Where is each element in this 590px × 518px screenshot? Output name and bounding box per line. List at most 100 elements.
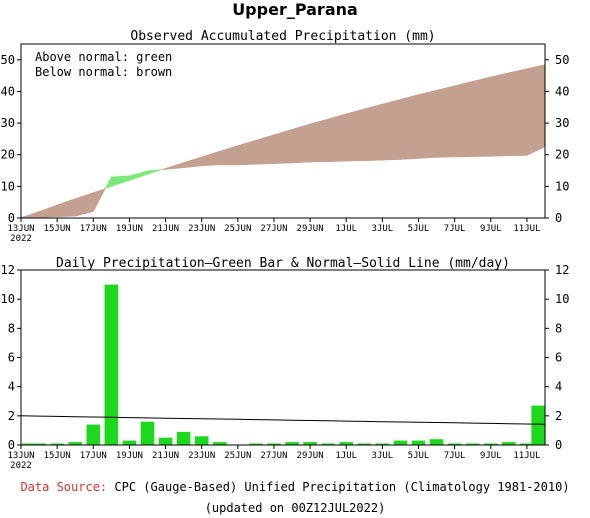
accum-xtick-label: 23JUN: [188, 224, 215, 234]
daily-bar: [411, 440, 426, 445]
daily-bar: [339, 442, 354, 445]
daily-xtick-label: 29JUN: [297, 451, 324, 461]
daily-ytick-label-right: 0: [555, 438, 562, 452]
accum-ytick-label-right: 0: [555, 211, 562, 225]
accum-xtick-label: 5JUL: [408, 224, 430, 234]
below-normal-area: [345, 108, 365, 162]
daily-ytick-label-left: 0: [8, 438, 15, 452]
daily-xtick-label: 23JUN: [188, 451, 215, 461]
data-source-line: Data Source: CPC (Gauge-Based) Unified P…: [0, 480, 590, 494]
accum-xtick-label: 2022: [10, 234, 32, 244]
daily-xtick-label: 27JUN: [260, 451, 287, 461]
accum-ytick-label-left: 40: [1, 84, 15, 98]
daily-xtick-label: 11JUL: [513, 451, 540, 461]
daily-bar: [285, 442, 299, 445]
daily-bar: [465, 443, 480, 445]
accum-xtick-label: 15JUN: [44, 224, 71, 234]
daily-bar: [447, 443, 462, 445]
below-normal-area: [508, 68, 528, 157]
daily-bar: [321, 443, 335, 445]
daily-bar: [531, 405, 545, 445]
normal-line: [20, 415, 546, 425]
daily-xtick-label: 25JUN: [224, 451, 251, 461]
daily-bar: [484, 443, 498, 445]
daily-xtick-label: 7JUL: [444, 451, 466, 461]
daily-ytick-label-right: 10: [555, 292, 569, 306]
accum-xtick-label: 21JUN: [152, 224, 179, 234]
accum-xtick-label: 17JUN: [80, 224, 107, 234]
legend-above-normal: Above normal: green: [35, 50, 172, 64]
below-normal-area: [161, 167, 166, 170]
daily-bar: [520, 443, 534, 445]
below-normal-area: [363, 103, 383, 162]
daily-bar: [86, 424, 101, 445]
daily-bar: [213, 442, 227, 445]
accum-ytick-label-right: 50: [555, 53, 569, 67]
accum-xtick-label: 3JUL: [372, 224, 394, 234]
page-title: Upper_Parana: [232, 0, 358, 19]
daily-xtick-label: 13JUN: [7, 451, 34, 461]
below-normal-area: [56, 198, 76, 218]
data-source-label: Data Source:: [20, 480, 108, 494]
daily-xtick-label: 21JUN: [152, 451, 179, 461]
daily-ytick-label-left: 6: [8, 351, 15, 365]
below-normal-area: [74, 192, 94, 217]
daily-bars: [22, 284, 545, 446]
below-normal-area: [400, 94, 419, 160]
below-normal-area: [418, 89, 437, 159]
daily-bar: [303, 442, 317, 445]
accum-xtick-label: 9JUL: [480, 224, 502, 234]
above-normal-area: [104, 176, 112, 190]
below-normal-area: [219, 145, 239, 166]
daily-bar: [267, 443, 281, 445]
daily-bar: [502, 442, 516, 445]
below-normal-area: [309, 118, 329, 163]
accum-xtick-label: 7JUL: [444, 224, 466, 234]
below-normal-area: [183, 156, 202, 169]
accum-ytick-label-right: 10: [555, 179, 569, 193]
daily-xtick-label: 5JUL: [408, 451, 430, 461]
daily-xtick-label: 9JUL: [480, 451, 502, 461]
below-normal-area: [291, 123, 311, 164]
updated-line: (updated on 00Z12JUL2022): [204, 501, 386, 515]
daily-bar: [140, 421, 155, 445]
daily-bar: [393, 440, 408, 445]
daily-bar: [22, 443, 36, 445]
daily-xtick-label: 15JUN: [44, 451, 71, 461]
daily-xtick-label: 19JUN: [116, 451, 143, 461]
daily-bar: [158, 437, 173, 445]
accum-xtick-label: 13JUN: [7, 224, 34, 234]
daily-plot-frame: [20, 269, 546, 446]
above-normal-area: [147, 169, 162, 175]
accum-ytick-label-right: 30: [555, 116, 569, 130]
below-normal-area: [93, 187, 106, 212]
daily-ytick-label-left: 8: [8, 321, 15, 335]
daily-xtick-label: 1JUL: [335, 451, 357, 461]
accum-xtick-label: 27JUN: [260, 224, 287, 234]
accum-ytick-label-left: 30: [1, 116, 15, 130]
daily-ytick-label-left: 10: [1, 292, 15, 306]
accumulated-areas: [20, 64, 546, 218]
daily-bar: [32, 443, 46, 445]
accum-ytick-label-left: 20: [1, 148, 15, 162]
daily-bar: [357, 443, 372, 445]
daily-ytick-label-left: 4: [8, 380, 15, 394]
accum-xtick-label: 1JUL: [335, 224, 357, 234]
accum-ytick-label-left: 10: [1, 179, 15, 193]
below-normal-area: [327, 113, 347, 163]
accumulated-chart-title: Observed Accumulated Precipitation (mm): [130, 29, 435, 44]
above-normal-area: [129, 170, 148, 181]
daily-chart-title: Daily Precipitation—Green Bar & Normal—S…: [56, 256, 510, 271]
daily-bar: [50, 443, 64, 445]
daily-bar: [122, 440, 137, 445]
below-normal-area: [38, 204, 58, 218]
daily-ytick-label-right: 12: [555, 263, 569, 277]
daily-bar: [429, 439, 444, 445]
accum-ytick-label-right: 20: [555, 148, 569, 162]
below-normal-area: [472, 76, 492, 157]
above-normal-area: [111, 175, 130, 187]
daily-xtick-label: 17JUN: [80, 451, 107, 461]
below-normal-area: [255, 134, 275, 165]
